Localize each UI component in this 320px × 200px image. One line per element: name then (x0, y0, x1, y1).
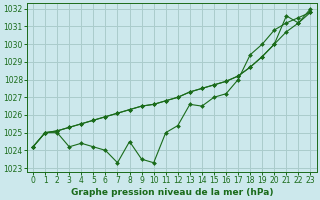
X-axis label: Graphe pression niveau de la mer (hPa): Graphe pression niveau de la mer (hPa) (70, 188, 273, 197)
